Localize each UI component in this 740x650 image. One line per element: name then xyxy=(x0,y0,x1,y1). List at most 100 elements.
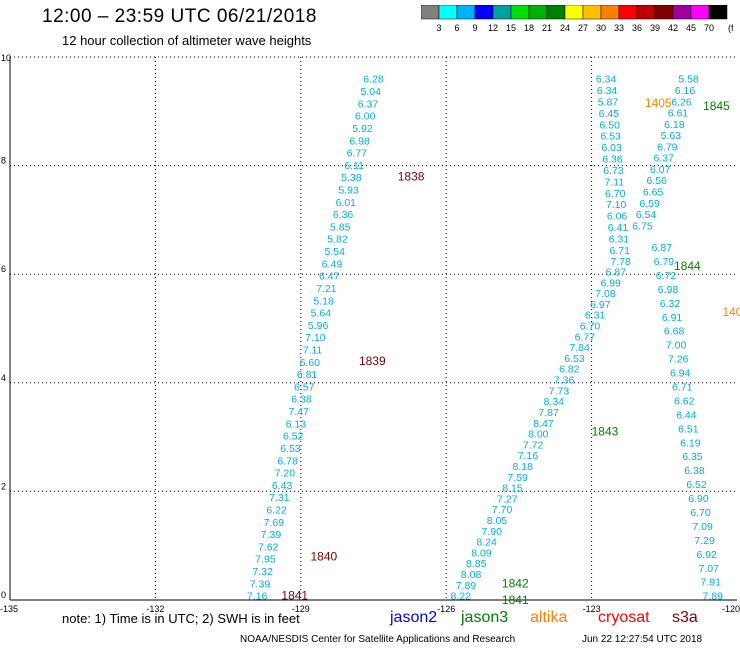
pass-time-label: 1838 xyxy=(398,169,425,183)
swh-data-point: 8.00 xyxy=(528,429,549,441)
swh-data-point: 7.27 xyxy=(497,493,518,505)
swh-data-point: 6.59 xyxy=(639,198,660,210)
swh-data-point: 5.87 xyxy=(598,97,619,109)
swh-data-point: 6.81 xyxy=(297,369,318,381)
swh-data-point: 6.38 xyxy=(684,465,705,477)
swh-data-point: 6.44 xyxy=(676,409,697,421)
swh-data-point: 7.08 xyxy=(595,288,616,300)
swh-data-point: 7.89 xyxy=(456,580,477,592)
swh-data-point: 8.05 xyxy=(487,515,508,527)
legend-altika: altika xyxy=(530,609,568,626)
swh-data-point: 7.26 xyxy=(668,354,689,366)
swh-data-point: 7.32 xyxy=(253,566,274,578)
swh-data-point: 7.39 xyxy=(250,578,271,590)
chart-title: 12:00 – 23:59 UTC 06/21/2018 xyxy=(42,6,317,27)
pass-time-label: 1842 xyxy=(502,577,529,591)
swh-data-point: 6.97 xyxy=(590,299,611,311)
colorbar-tick-label: 27 xyxy=(578,23,588,33)
colorbar-tick-label: 24 xyxy=(560,23,570,33)
swh-data-point: 6.43 xyxy=(272,480,293,492)
swh-data-point: 7.59 xyxy=(507,472,528,484)
swh-data-point: 6.90 xyxy=(688,493,709,505)
swh-data-point: 6.18 xyxy=(664,119,685,131)
pass-time-label: 1840 xyxy=(310,550,337,564)
x-tick-label: -126 xyxy=(437,604,455,614)
swh-data-point: 7.09 xyxy=(692,521,713,533)
swh-data-point: 6.51 xyxy=(678,423,699,435)
colorbar-tick-label: 70 xyxy=(704,23,714,33)
swh-data-point: 6.38 xyxy=(291,394,312,406)
pass-time-label: 1841 xyxy=(281,589,308,603)
swh-data-point: 6.91 xyxy=(662,312,683,324)
swh-data-point: 8.34 xyxy=(544,396,565,408)
colorbar-tick-label: 42 xyxy=(668,23,678,33)
swh-data-point: 6.28 xyxy=(363,74,384,86)
legend-jason3: jason3 xyxy=(461,609,509,626)
swh-data-point: 6.70 xyxy=(580,321,601,333)
swh-data-point: 7.39 xyxy=(261,529,282,541)
x-tick-label: -123 xyxy=(583,604,601,614)
swh-data-point: 6.92 xyxy=(696,549,717,561)
swh-data-point: 6.62 xyxy=(674,395,695,407)
swh-data-point: 6.94 xyxy=(670,368,691,380)
swh-data-point: 5.64 xyxy=(311,308,332,320)
swh-data-point: 6.72 xyxy=(656,270,677,282)
swh-data-point: 7.72 xyxy=(523,439,544,451)
swh-data-point: 6.70 xyxy=(690,507,711,519)
swh-data-point: 8.08 xyxy=(461,569,482,581)
swh-data-point: 7.00 xyxy=(666,340,687,352)
swh-data-point: 5.93 xyxy=(338,184,359,196)
swh-data-point: 8.24 xyxy=(476,537,497,549)
colorbar-tick-label: 33 xyxy=(614,23,624,33)
footnote: note: 1) Time is in UTC; 2) SWH is in fe… xyxy=(62,611,300,626)
swh-data-point: 5.63 xyxy=(661,130,682,142)
swh-data-point: 6.37 xyxy=(654,153,675,165)
swh-data-point: 6.16 xyxy=(675,85,696,97)
swh-data-point: 6.75 xyxy=(632,220,653,232)
swh-data-point: 8.18 xyxy=(513,461,534,473)
swh-data-point: 5.82 xyxy=(327,234,348,246)
swh-data-point: 6.79 xyxy=(657,141,678,153)
swh-data-point: 7.87 xyxy=(538,407,559,419)
swh-data-point: 7.10 xyxy=(606,199,627,211)
swh-data-point: 7.36 xyxy=(554,375,575,387)
swh-data-point: 5.96 xyxy=(308,320,329,332)
swh-data-point: 6.87 xyxy=(606,266,627,278)
swh-data-point: 6.98 xyxy=(349,135,370,147)
x-tick-label: -135 xyxy=(0,604,18,614)
swh-data-point: 6.11 xyxy=(344,160,364,172)
colorbar-swatch xyxy=(708,5,728,20)
swh-data-point: 6.06 xyxy=(607,211,628,223)
swh-data-point: 5.18 xyxy=(313,295,334,307)
swh-data-point: 7.73 xyxy=(549,385,570,397)
swh-data-point: 6.71 xyxy=(672,381,693,393)
credit-line: NOAA/NESDIS Center for Satellite Applica… xyxy=(240,634,516,645)
swh-data-point: 6.65 xyxy=(643,186,664,198)
colorbar-tick-label: 36 xyxy=(632,23,642,33)
swh-data-point: 6.54 xyxy=(636,209,657,221)
legend-s3a: s3a xyxy=(672,609,698,626)
swh-data-point: 5.04 xyxy=(361,86,382,98)
swh-data-point: 7.10 xyxy=(305,332,326,344)
swh-data-point: 7.07 xyxy=(698,563,719,575)
legend-cryosat: cryosat xyxy=(598,609,650,626)
y-tick-label: 8 xyxy=(1,156,6,166)
swh-data-point: 6.82 xyxy=(559,364,580,376)
swh-data-point: 7.29 xyxy=(694,535,715,547)
swh-data-point: 6.41 xyxy=(608,222,629,234)
swh-data-point: 6.53 xyxy=(600,131,621,143)
swh-data-point: 6.73 xyxy=(603,165,624,177)
swh-data-point: 6.45 xyxy=(599,108,620,120)
y-tick-label: 10 xyxy=(1,53,11,63)
swh-data-point: 6.34 xyxy=(597,85,618,97)
swh-data-point: 6.07 xyxy=(650,164,671,176)
swh-data-point: 7.11 xyxy=(303,344,323,356)
colorbar-tick-label: 30 xyxy=(596,23,606,33)
y-tick-label: 6 xyxy=(1,264,6,274)
swh-data-point: 6.60 xyxy=(300,357,321,369)
colorbar-tick-label: 12 xyxy=(488,23,498,33)
swh-data-point: 6.31 xyxy=(585,310,606,322)
colorbar-tick-label: 3 xyxy=(436,23,441,33)
